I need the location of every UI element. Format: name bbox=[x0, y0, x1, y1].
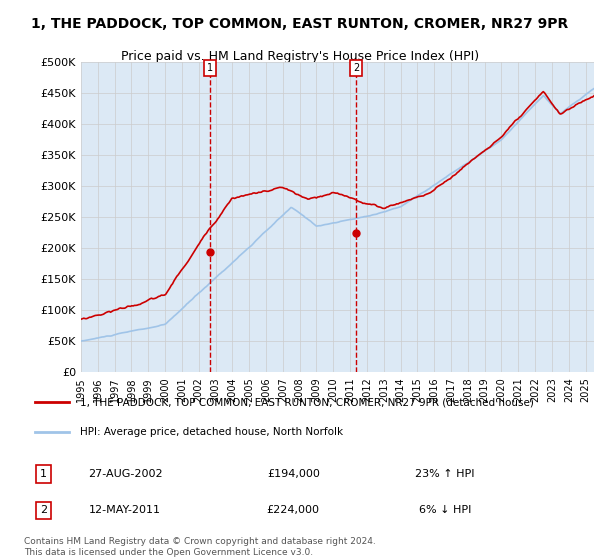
Text: Price paid vs. HM Land Registry's House Price Index (HPI): Price paid vs. HM Land Registry's House … bbox=[121, 50, 479, 63]
Text: 12-MAY-2011: 12-MAY-2011 bbox=[89, 506, 161, 515]
Text: 1, THE PADDOCK, TOP COMMON, EAST RUNTON, CROMER, NR27 9PR: 1, THE PADDOCK, TOP COMMON, EAST RUNTON,… bbox=[31, 17, 569, 31]
Text: 1, THE PADDOCK, TOP COMMON, EAST RUNTON, CROMER, NR27 9PR (detached house): 1, THE PADDOCK, TOP COMMON, EAST RUNTON,… bbox=[80, 398, 534, 408]
Text: 6% ↓ HPI: 6% ↓ HPI bbox=[419, 506, 471, 515]
Text: 2: 2 bbox=[40, 506, 47, 515]
Text: 23% ↑ HPI: 23% ↑ HPI bbox=[415, 469, 475, 479]
Text: Contains HM Land Registry data © Crown copyright and database right 2024.
This d: Contains HM Land Registry data © Crown c… bbox=[24, 538, 376, 557]
Text: HPI: Average price, detached house, North Norfolk: HPI: Average price, detached house, Nort… bbox=[80, 427, 343, 437]
Text: 1: 1 bbox=[40, 469, 47, 479]
Text: 1: 1 bbox=[206, 63, 213, 73]
Text: £224,000: £224,000 bbox=[267, 506, 320, 515]
Text: 27-AUG-2002: 27-AUG-2002 bbox=[88, 469, 162, 479]
Text: £194,000: £194,000 bbox=[267, 469, 320, 479]
Text: 2: 2 bbox=[353, 63, 359, 73]
